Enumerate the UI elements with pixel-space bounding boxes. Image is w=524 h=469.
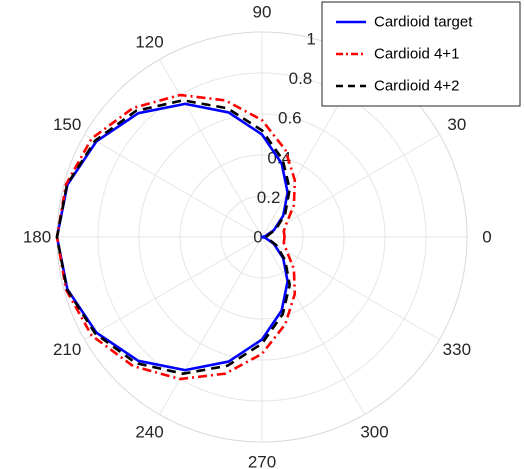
theta-grid-spoke — [159, 236, 263, 415]
theta-grid-spoke — [84, 134, 263, 238]
theta-tick-label: 30 — [447, 115, 466, 134]
theta-tick-label: 120 — [135, 33, 163, 52]
series-line-3 — [55, 99, 291, 376]
theta-tick-label: 300 — [360, 422, 388, 441]
legend-label: Cardioid target — [374, 14, 473, 31]
theta-tick-label: 180 — [23, 228, 51, 247]
legend: Cardioid target Cardioid 4+1 Cardioid 4+2 — [321, 1, 521, 107]
theta-grid-spoke — [261, 236, 365, 415]
theta-grid-spoke — [84, 236, 263, 340]
series-lines — [55, 93, 297, 381]
theta-tick-label: 150 — [53, 115, 81, 134]
r-tick-label: 1 — [306, 29, 315, 48]
legend-label: Cardioid 4+2 — [374, 78, 459, 95]
legend-label: Cardioid 4+1 — [374, 46, 459, 63]
r-tick-label: 0.8 — [289, 69, 313, 88]
theta-grid-spoke — [159, 59, 263, 238]
theta-tick-label: 330 — [443, 340, 471, 359]
r-tick-label: 0.6 — [278, 109, 302, 128]
theta-tick-label: 270 — [248, 453, 276, 469]
r-tick-label: 0 — [253, 228, 262, 247]
theta-tick-label: 240 — [135, 422, 163, 441]
theta-grid-spoke — [261, 236, 440, 340]
theta-tick-label: 0 — [482, 228, 491, 247]
theta-grid-spoke — [261, 134, 440, 238]
theta-tick-label: 210 — [53, 340, 81, 359]
r-tick-label: 0.2 — [257, 188, 281, 207]
theta-tick-label: 90 — [253, 3, 272, 22]
